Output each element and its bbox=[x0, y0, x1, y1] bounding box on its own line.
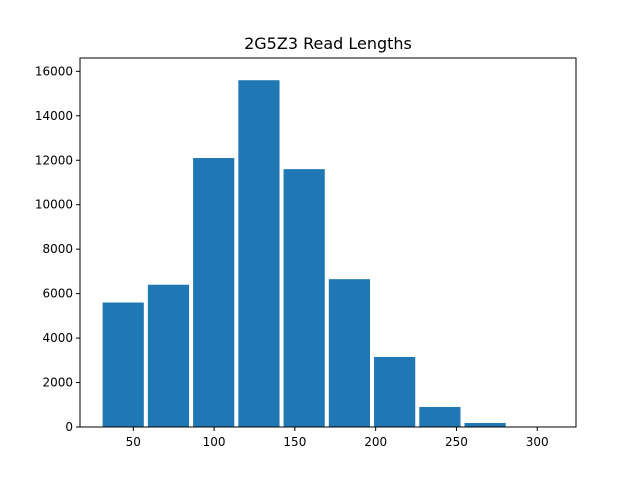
x-tick-label: 200 bbox=[364, 435, 387, 449]
histogram-bar bbox=[102, 302, 144, 427]
y-tick-label: 4000 bbox=[42, 331, 73, 345]
y-tick-label: 14000 bbox=[35, 109, 73, 123]
histogram-bar bbox=[238, 80, 280, 427]
x-tick-label: 250 bbox=[445, 435, 468, 449]
plot-frame bbox=[79, 57, 577, 428]
y-tick-label: 8000 bbox=[42, 242, 73, 256]
histogram-bar bbox=[193, 158, 235, 427]
y-tick-label: 10000 bbox=[35, 198, 73, 212]
x-tick-label: 50 bbox=[126, 435, 141, 449]
y-tick-label: 16000 bbox=[35, 64, 73, 78]
y-tick-label: 2000 bbox=[42, 376, 73, 390]
x-axis: 50 100 150 200 250 300 bbox=[126, 427, 549, 449]
histogram-bar bbox=[374, 356, 416, 427]
histogram-bar bbox=[419, 406, 461, 427]
bars-group bbox=[102, 80, 551, 427]
histogram-bar bbox=[283, 169, 325, 427]
x-tick-label: 300 bbox=[526, 435, 549, 449]
x-tick-label: 150 bbox=[283, 435, 306, 449]
y-tick-label: 12000 bbox=[35, 153, 73, 167]
histogram-bar bbox=[328, 279, 371, 427]
histogram-bar bbox=[464, 422, 506, 427]
y-tick-label: 0 bbox=[65, 420, 73, 434]
x-tick-label: 100 bbox=[203, 435, 226, 449]
histogram-bar bbox=[147, 284, 190, 427]
chart-title: 2G5Z3 Read Lengths bbox=[244, 34, 412, 53]
y-tick-label: 6000 bbox=[42, 287, 73, 301]
y-axis: 0 2000 4000 6000 8000 10000 12000 14000 16000 bbox=[35, 64, 80, 434]
